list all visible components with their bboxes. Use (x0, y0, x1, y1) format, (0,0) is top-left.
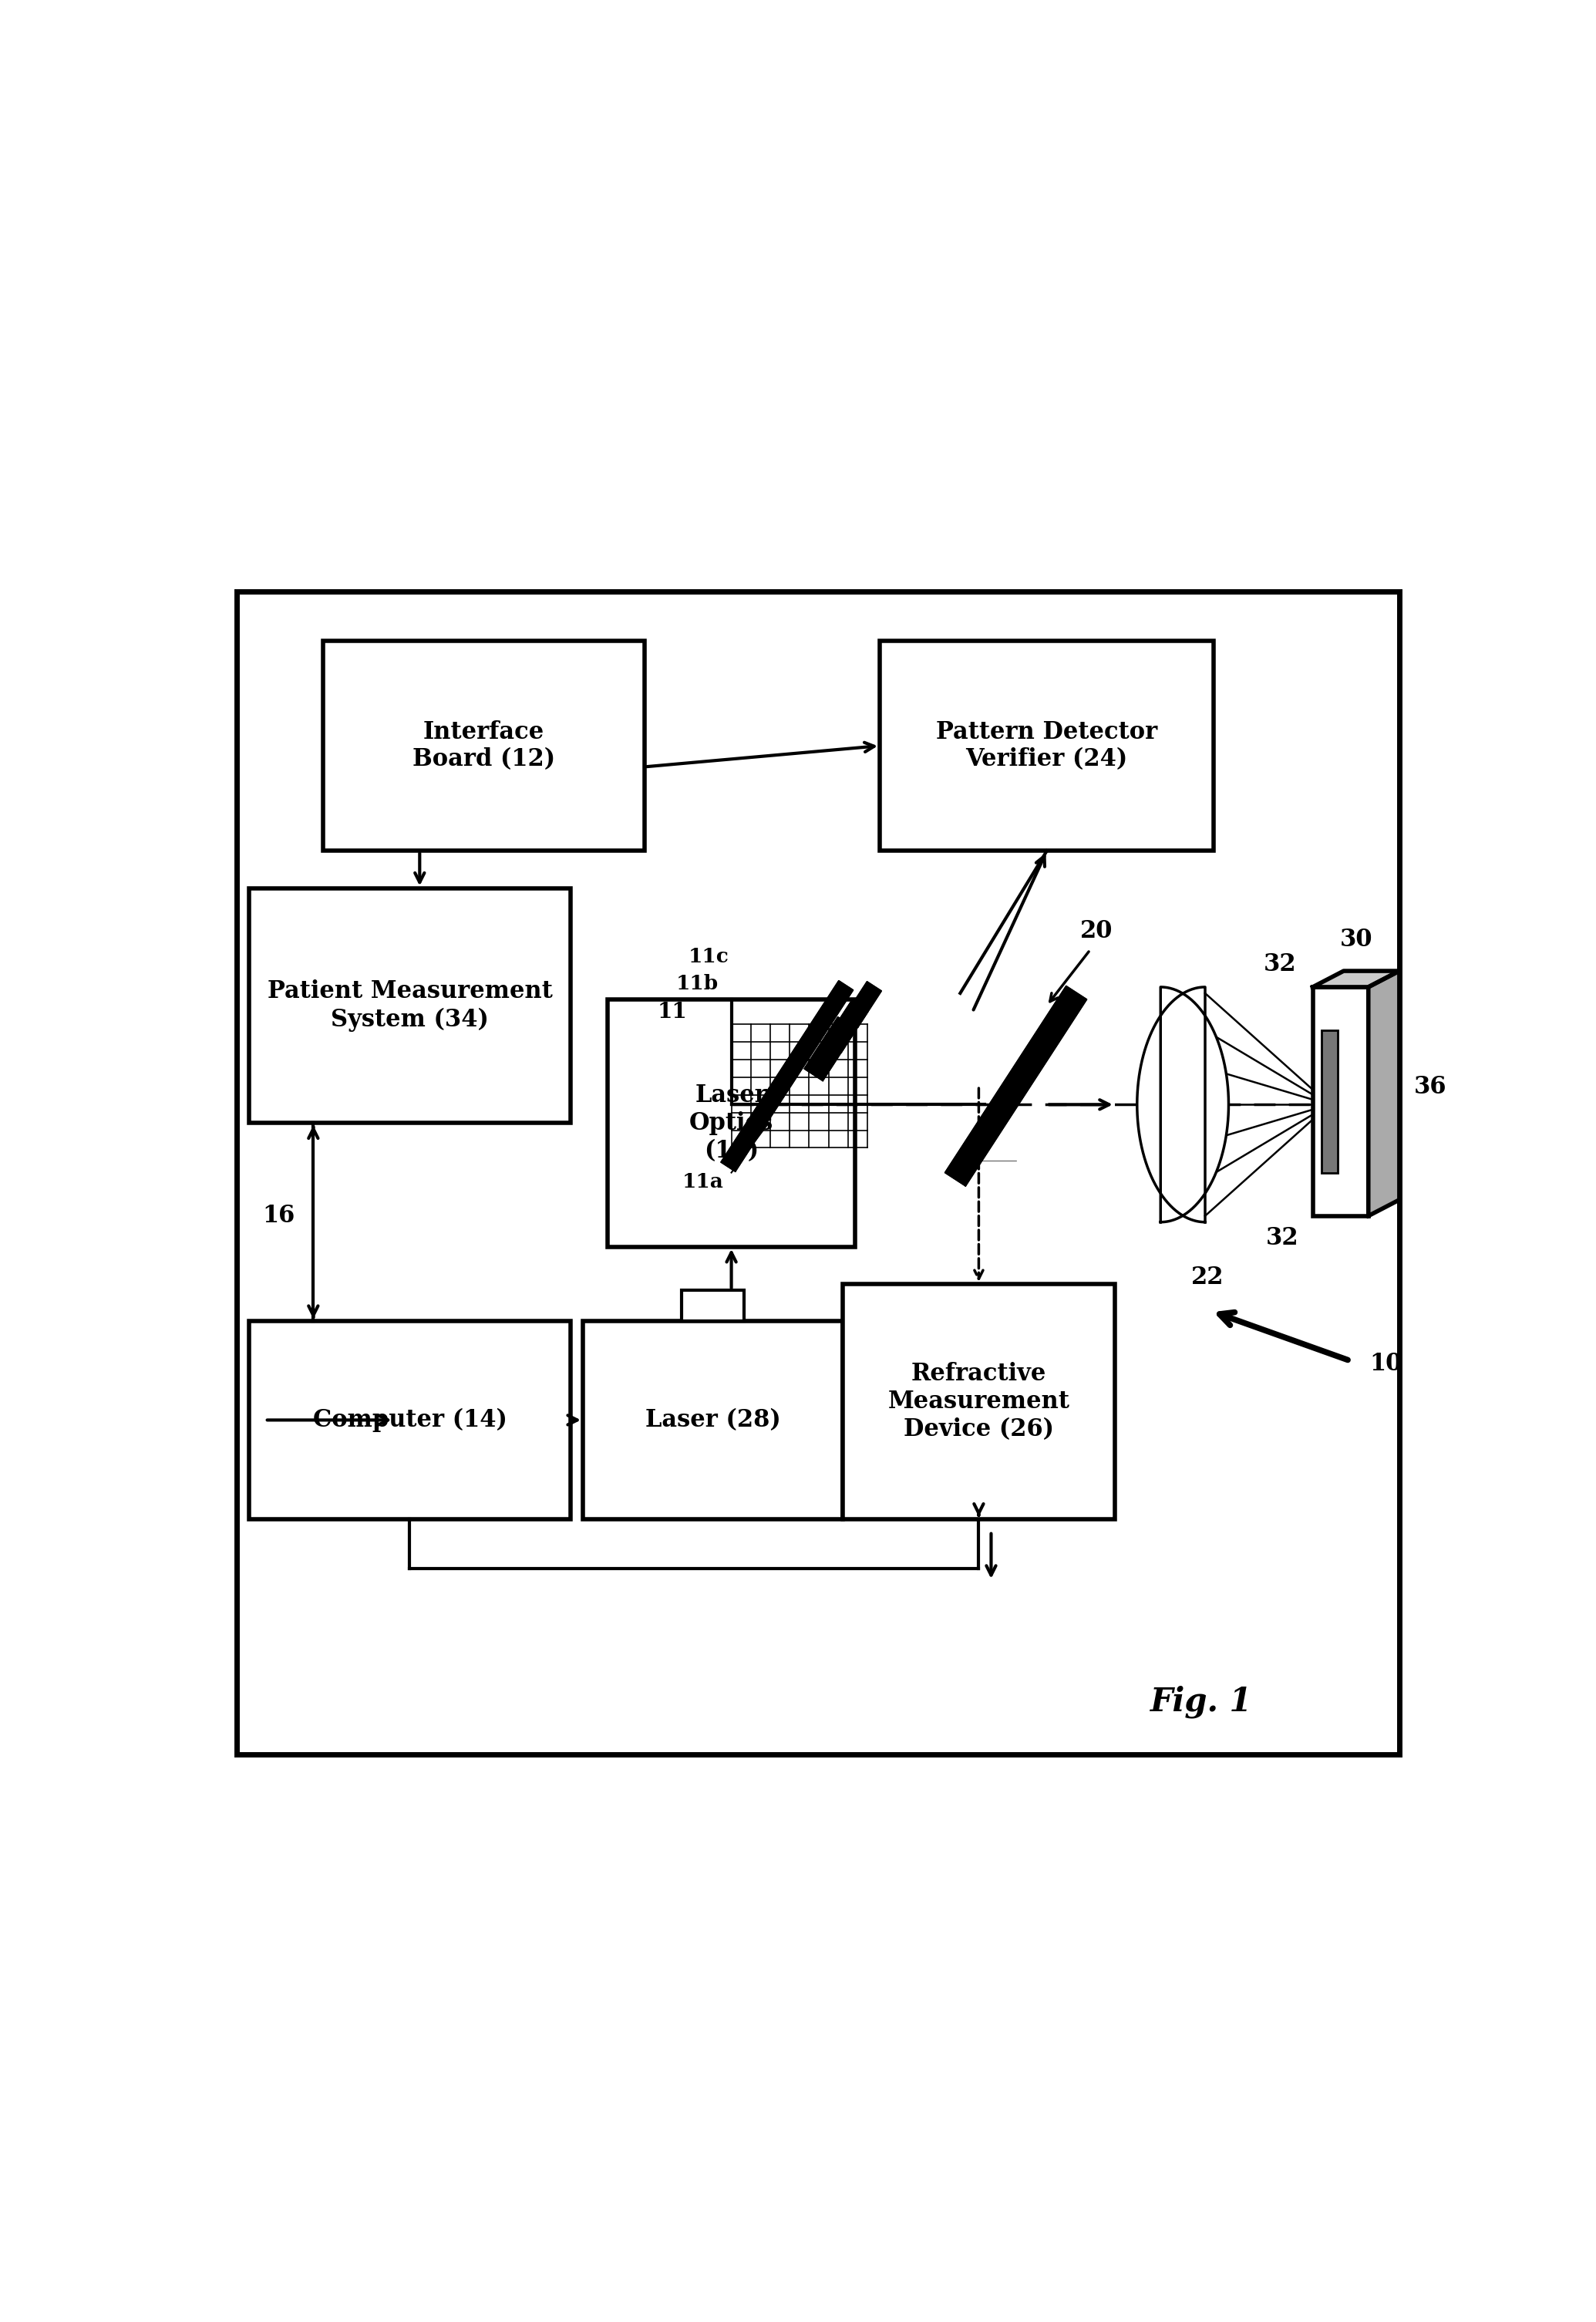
Text: 22: 22 (1191, 1265, 1224, 1289)
Text: Laser (28): Laser (28) (645, 1407, 780, 1433)
Bar (322, 641, 645, 850)
Text: 36: 36 (1414, 1075, 1448, 1098)
Polygon shape (804, 1017, 857, 1082)
Text: Pattern Detector
Verifier (24): Pattern Detector Verifier (24) (935, 720, 1157, 771)
Text: 11a: 11a (681, 1173, 723, 1191)
Bar (681, 1291, 744, 1321)
Bar (583, 1321, 843, 1519)
Polygon shape (1136, 987, 1229, 1221)
Text: 11c: 11c (688, 947, 729, 966)
Bar (249, 1321, 571, 1519)
Text: Laser
Optics
(18): Laser Optics (18) (689, 1084, 774, 1163)
Text: 30: 30 (1339, 929, 1373, 952)
Polygon shape (825, 1001, 868, 1052)
Polygon shape (945, 987, 1087, 1187)
Polygon shape (1312, 971, 1400, 987)
Bar (1321, 1031, 1337, 1173)
Bar (1312, 987, 1368, 1217)
Bar (249, 887, 571, 1124)
Polygon shape (843, 982, 881, 1026)
Text: Computer (14): Computer (14) (313, 1407, 508, 1433)
Bar (879, 641, 1215, 850)
Text: Fig. 1: Fig. 1 (1151, 1686, 1253, 1718)
Text: 20: 20 (1080, 920, 1112, 943)
Text: Interface
Board (12): Interface Board (12) (413, 720, 555, 771)
Text: 32: 32 (1266, 1226, 1299, 1249)
Polygon shape (1368, 971, 1400, 1217)
Text: 32: 32 (1264, 952, 1296, 975)
Text: 11b: 11b (675, 975, 718, 994)
Polygon shape (721, 980, 854, 1173)
Text: 10: 10 (1369, 1351, 1403, 1377)
Text: 11: 11 (658, 1001, 686, 1022)
Text: 16: 16 (262, 1203, 295, 1228)
Bar (608, 998, 855, 1247)
Text: Patient Measurement
System (34): Patient Measurement System (34) (267, 980, 552, 1031)
Bar (843, 1284, 1114, 1519)
Text: Refractive
Measurement
Device (26): Refractive Measurement Device (26) (887, 1363, 1069, 1442)
